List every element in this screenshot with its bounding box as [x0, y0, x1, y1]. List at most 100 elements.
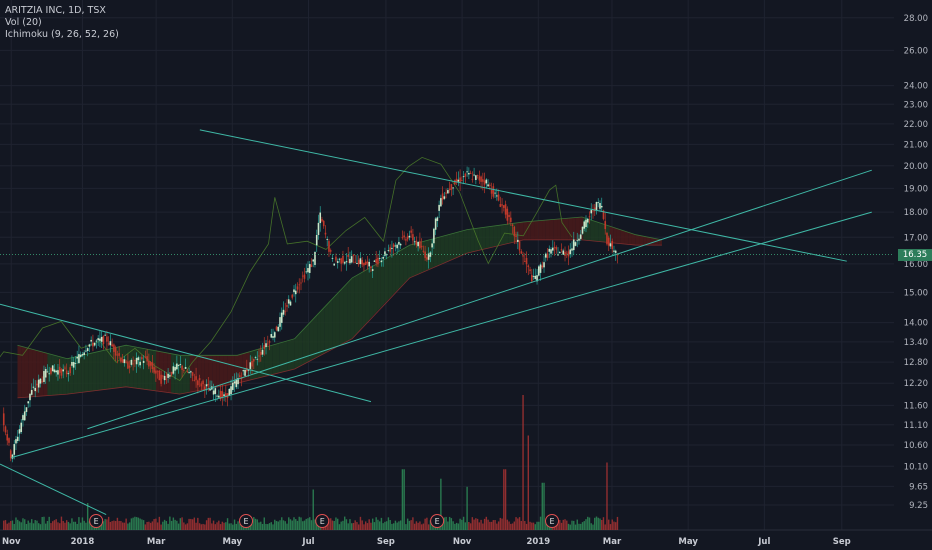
candle-body	[268, 341, 271, 343]
volume-bar	[578, 523, 580, 530]
ichimoku-cloud-segment	[118, 346, 123, 388]
volume-bar	[228, 523, 231, 530]
ichimoku-cloud-segment	[478, 227, 483, 251]
volume-bar	[239, 523, 241, 530]
candle-body	[303, 274, 306, 279]
candle-body	[242, 370, 245, 372]
candle-body	[343, 262, 346, 264]
volume-bar	[153, 519, 155, 530]
candle-body	[174, 367, 176, 371]
volume-bar	[517, 518, 519, 530]
volume-bar	[532, 522, 535, 530]
candle-body	[401, 237, 404, 239]
candle-body	[469, 172, 472, 174]
volume-bar	[448, 516, 451, 530]
y-tick-label: 15.00	[904, 288, 928, 298]
candle-body	[116, 354, 119, 356]
candle-body	[123, 359, 126, 364]
ichimoku-cloud-segment	[17, 345, 22, 398]
candle-body	[298, 284, 301, 286]
candle-body	[55, 370, 58, 373]
ichimoku-cloud-segment	[309, 317, 314, 361]
volume-bar	[527, 435, 529, 530]
volume-bar	[599, 518, 601, 530]
candle-body	[230, 386, 232, 395]
candle-body	[585, 219, 587, 228]
volume-bar	[132, 517, 134, 530]
candle-body	[464, 173, 467, 177]
volume-bar	[594, 517, 596, 530]
candle-body	[338, 258, 341, 260]
candle-body	[162, 375, 164, 377]
volume-bar	[160, 524, 162, 530]
volume-bar	[401, 469, 404, 530]
ichimoku-cloud-segment	[216, 355, 220, 388]
volume-bar	[141, 519, 143, 530]
candle-body	[153, 367, 155, 373]
candle-body	[20, 422, 23, 433]
ichimoku-cloud-segment	[437, 236, 441, 266]
volume-bar	[114, 521, 117, 530]
volume-bar	[538, 521, 540, 530]
candle-body	[321, 219, 323, 222]
volume-bar	[282, 520, 285, 530]
y-tick-label: 9.65	[909, 482, 928, 492]
volume-bar	[197, 517, 199, 530]
ichimoku-cloud-segment	[418, 241, 423, 275]
volume-bar	[340, 521, 342, 530]
candle-body	[520, 251, 523, 254]
candle-body	[32, 386, 35, 388]
candle-body	[51, 365, 54, 372]
y-tick-label: 21.00	[904, 140, 928, 150]
volume-bar	[128, 522, 131, 530]
ichimoku-cloud-segment	[373, 263, 378, 316]
ichimoku-cloud-segment	[643, 236, 647, 246]
candle-body	[324, 232, 327, 235]
candle-body	[291, 294, 294, 298]
candle-body	[452, 187, 454, 189]
candle-body	[524, 261, 526, 263]
earnings-marker-label: E	[549, 517, 554, 526]
candle-body	[482, 179, 484, 182]
candle-body	[363, 262, 365, 266]
candle-body	[473, 174, 475, 176]
candle-body	[391, 247, 393, 249]
volume-bar	[482, 523, 484, 530]
symbol-title: ARITZIA INC, 1D, TSX	[5, 5, 106, 16]
candle-body	[207, 384, 210, 385]
volume-bar	[251, 521, 253, 530]
candle-body	[328, 241, 330, 252]
volume-bar	[384, 521, 386, 530]
candle-body	[114, 347, 117, 356]
volume-bar	[253, 517, 255, 530]
candle-body	[361, 260, 363, 265]
volume-bar	[165, 521, 168, 530]
candle-body	[221, 391, 224, 398]
ichimoku-cloud-segment	[455, 231, 460, 258]
ichimoku-cloud-segment	[103, 349, 108, 390]
candle-body	[613, 250, 615, 252]
candle-body	[27, 401, 30, 404]
volume-bar	[106, 519, 108, 530]
volume-bar	[29, 522, 31, 530]
volume-bar	[137, 517, 140, 530]
volume-bar	[366, 523, 369, 530]
volume-bar	[310, 520, 313, 530]
candle-body	[375, 259, 377, 264]
volume-bar	[447, 521, 449, 530]
candle-body	[590, 210, 593, 214]
volume-bar	[76, 523, 78, 530]
ichimoku-cloud-segment	[380, 259, 385, 308]
candle-body	[261, 349, 264, 355]
volume-bar	[72, 521, 75, 530]
candle-body	[293, 289, 295, 293]
candle-body	[228, 388, 231, 397]
candle-body	[130, 359, 133, 365]
candle-body	[483, 180, 486, 185]
volume-bar	[559, 519, 561, 530]
y-tick-label: 16.00	[904, 260, 928, 270]
candle-body	[165, 378, 168, 380]
ichimoku-cloud-segment	[440, 235, 445, 265]
